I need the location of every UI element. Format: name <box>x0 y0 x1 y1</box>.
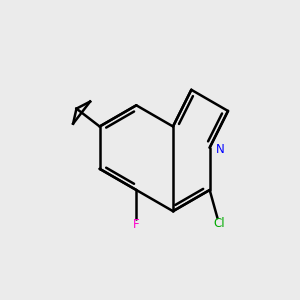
Text: F: F <box>133 218 140 231</box>
Text: N: N <box>216 142 225 156</box>
Text: Cl: Cl <box>213 217 225 230</box>
